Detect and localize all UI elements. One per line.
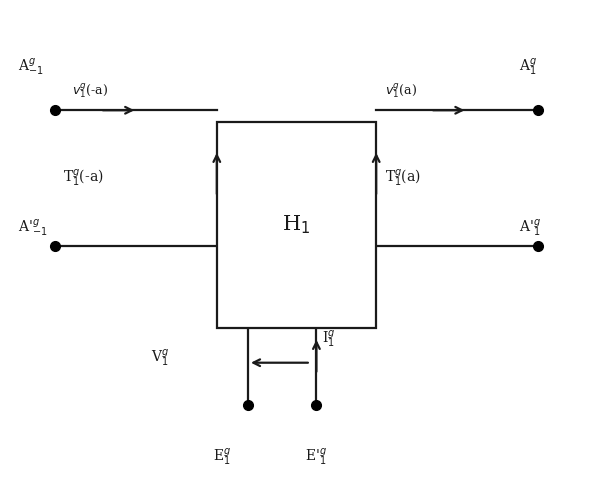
Text: A$^g_1$: A$^g_1$: [518, 56, 537, 77]
Text: I$^g_1$: I$^g_1$: [322, 329, 336, 350]
Text: V$^g_1$: V$^g_1$: [151, 347, 170, 369]
Text: $v^g_1$(a): $v^g_1$(a): [385, 82, 417, 101]
Text: E'$^g_1$: E'$^g_1$: [305, 447, 327, 468]
Text: $v^g_1$(-a): $v^g_1$(-a): [72, 82, 108, 101]
Text: T$^g_1$(-a): T$^g_1$(-a): [63, 168, 104, 188]
Text: A'$^g_1$: A'$^g_1$: [518, 218, 540, 239]
Bar: [217, 122, 376, 328]
Text: E$^g_1$: E$^g_1$: [213, 447, 231, 468]
Text: A'$^g_{-1}$: A'$^g_{-1}$: [18, 218, 47, 239]
Text: A$^g_{-1}$: A$^g_{-1}$: [18, 56, 43, 77]
Text: H$_1$: H$_1$: [282, 213, 311, 236]
Text: T$^g_1$(a): T$^g_1$(a): [385, 168, 420, 188]
